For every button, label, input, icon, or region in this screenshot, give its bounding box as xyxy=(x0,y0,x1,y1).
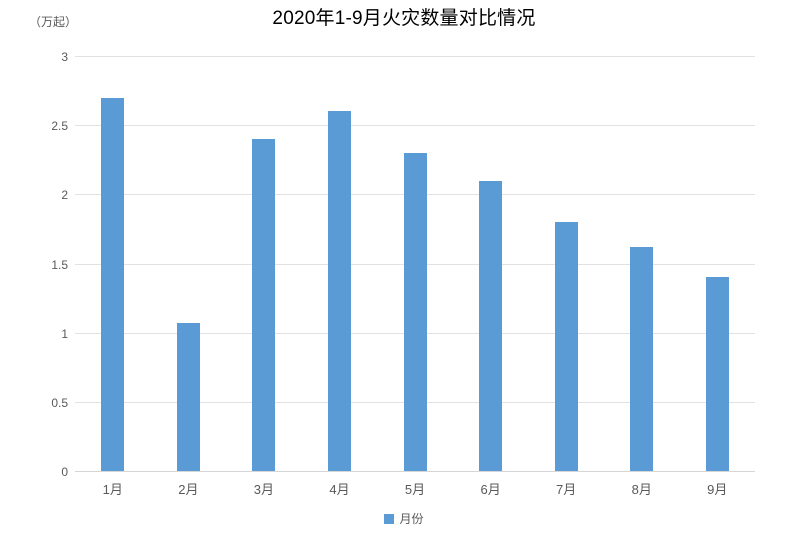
bar-1月 xyxy=(101,97,125,471)
bar-5月 xyxy=(403,152,427,471)
legend-label: 月份 xyxy=(399,512,424,526)
y-tick-label-2.5: 2.5 xyxy=(51,119,68,134)
bar-slot-5月: 5月 xyxy=(377,56,453,497)
plot-area: 0 0.5 1 1.5 2 2.5 3 1月 2月 3月 4月 5月 6月 7月 8月 9月 xyxy=(51,50,756,497)
x-tick-label-6月: 6月 xyxy=(480,482,501,497)
bar-3月 xyxy=(252,139,276,471)
x-tick-label-1月: 1月 xyxy=(102,482,123,497)
bar-slot-3月: 3月 xyxy=(226,56,302,497)
bar-slot-4月: 4月 xyxy=(302,56,378,497)
bar-8月 xyxy=(630,246,654,471)
legend: 月份 xyxy=(0,510,808,527)
bar-7月 xyxy=(554,222,578,471)
y-tick-label-3: 3 xyxy=(61,50,68,64)
x-tick-label-7月: 7月 xyxy=(556,482,577,497)
bar-slot-8月: 8月 xyxy=(604,56,680,497)
y-tick-label-0.5: 0.5 xyxy=(51,395,68,410)
bar-9月 xyxy=(705,277,729,471)
x-tick-label-4月: 4月 xyxy=(329,482,350,497)
x-tick-label-2月: 2月 xyxy=(178,482,199,497)
bar-4月 xyxy=(327,111,351,471)
bar-slot-7月: 7月 xyxy=(528,56,604,497)
bar-slot-6月: 6月 xyxy=(453,56,529,497)
y-tick-label-1: 1 xyxy=(61,326,68,341)
y-axis-unit-label: （万起） xyxy=(29,15,78,29)
x-tick-label-5月: 5月 xyxy=(404,482,426,497)
gridline-3 xyxy=(75,56,755,57)
bars: 1月 2月 3月 4月 5月 6月 7月 8月 9月 xyxy=(75,56,756,497)
x-tick-label-8月: 8月 xyxy=(631,482,652,497)
gridline-2.5 xyxy=(75,125,755,127)
bar-2月 xyxy=(176,322,200,471)
bar-6月 xyxy=(479,180,503,471)
y-tick-label-2: 2 xyxy=(61,188,68,203)
bar-slot-2月: 2月 xyxy=(151,56,227,497)
bar-slot-1月: 1月 xyxy=(75,56,151,497)
chart-title: 2020年1-9月火灾数量对比情况 xyxy=(272,8,536,29)
x-tick-label-3月: 3月 xyxy=(253,482,275,497)
y-tick-label-1.5: 1.5 xyxy=(51,257,68,272)
bar-slot-9月: 9月 xyxy=(680,56,756,497)
gridline-0 xyxy=(75,471,755,472)
y-tick-label-0: 0 xyxy=(61,465,68,479)
x-tick-label-9月: 9月 xyxy=(707,482,728,497)
legend-swatch-icon xyxy=(384,513,395,524)
